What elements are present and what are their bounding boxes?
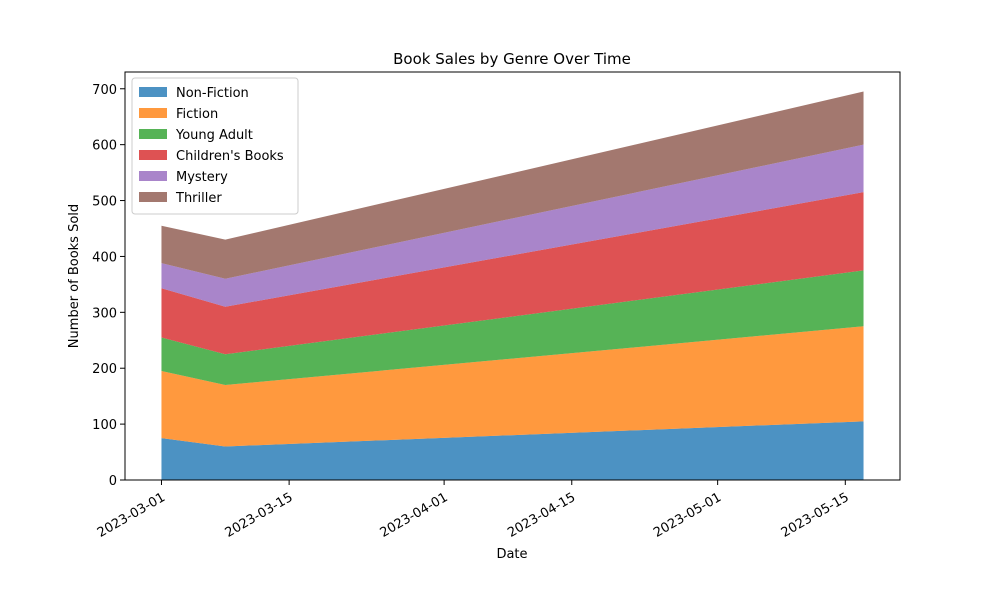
legend-swatch-young-adult xyxy=(139,129,167,139)
legend-label-fiction: Fiction xyxy=(176,107,218,122)
area-children-s-books xyxy=(161,192,864,355)
legend-label-children-s-books: Children's Books xyxy=(176,149,284,164)
area-thriller xyxy=(161,91,864,279)
y-tick-label: 200 xyxy=(92,362,117,377)
legend-swatch-non-fiction xyxy=(139,87,167,97)
legend-box xyxy=(131,77,299,215)
legend-label-mystery: Mystery xyxy=(176,170,228,185)
area-layers xyxy=(161,91,864,480)
x-tick-label: 2023-03-15 xyxy=(223,490,296,541)
y-tick-label: 0 xyxy=(109,474,117,489)
x-tick-label: 2023-05-15 xyxy=(779,490,852,541)
legend-swatch-fiction xyxy=(139,108,167,118)
area-mystery xyxy=(161,144,864,307)
x-tick-label: 2023-03-01 xyxy=(95,490,168,541)
legend-label-young-adult: Young Adult xyxy=(175,128,253,143)
legend-swatch-mystery xyxy=(139,171,167,181)
x-tick-label: 2023-04-01 xyxy=(378,490,451,541)
y-tick-label: 700 xyxy=(92,83,117,98)
y-tick-label: 300 xyxy=(92,306,117,321)
legend-swatch-thriller xyxy=(139,192,167,202)
x-axis: 2023-03-01 2023-03-15 2023-04-01 2023-04-15… xyxy=(95,480,852,541)
area-fiction xyxy=(161,326,864,447)
legend-label-non-fiction: Non-Fiction xyxy=(176,86,249,101)
legend-swatch-children-s-books xyxy=(139,150,167,160)
y-tick-label: 100 xyxy=(92,418,117,433)
area-young-adult xyxy=(161,270,864,385)
x-axis-title: Date xyxy=(496,547,527,562)
area-non-fiction xyxy=(161,421,864,480)
y-tick-label: 600 xyxy=(92,139,117,154)
x-tick-label: 2023-04-15 xyxy=(505,490,578,541)
y-axis: 0 100 200 300 400 500 600 700 xyxy=(92,83,125,489)
legend-label-thriller: Thriller xyxy=(175,191,222,206)
y-tick-label: 500 xyxy=(92,195,117,210)
y-tick-label: 400 xyxy=(92,250,117,265)
legend: Non-Fiction Fiction Young Adult Children's … xyxy=(131,77,299,215)
x-tick-label: 2023-05-01 xyxy=(651,490,724,541)
plot-frame xyxy=(124,71,901,481)
chart-title: Book Sales by Genre Over Time xyxy=(393,50,631,68)
y-axis-title: Number of Books Sold xyxy=(67,204,82,348)
